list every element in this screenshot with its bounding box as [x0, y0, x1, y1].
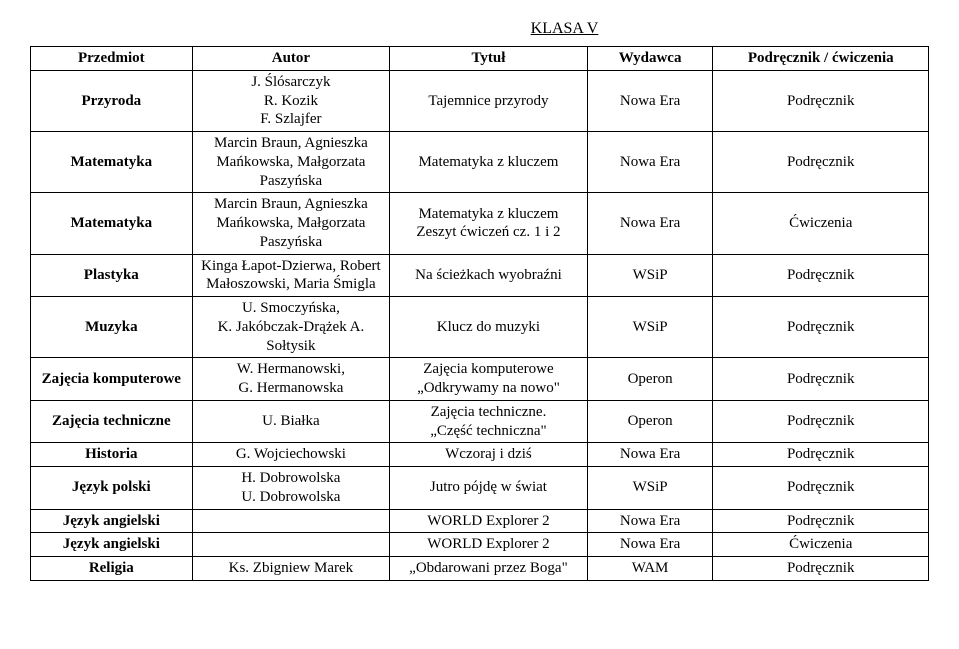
col-subject: Przedmiot — [31, 47, 193, 71]
cell-type: Podręcznik — [713, 557, 929, 581]
cell-title: Tajemnice przyrody — [390, 70, 588, 131]
table-row: PlastykaKinga Łapot-Dzierwa, Robert Mało… — [31, 254, 929, 297]
cell-type: Podręcznik — [713, 297, 929, 358]
col-author: Autor — [192, 47, 390, 71]
cell-type: Podręcznik — [713, 70, 929, 131]
cell-author — [192, 509, 390, 533]
cell-subject: Zajęcia komputerowe — [31, 358, 193, 401]
cell-author: U. Smoczyńska,K. Jakóbczak-Drążek A. Soł… — [192, 297, 390, 358]
cell-publisher: WSiP — [587, 297, 713, 358]
cell-publisher: Nowa Era — [587, 443, 713, 467]
table-row: HistoriaG. WojciechowskiWczoraj i dziśNo… — [31, 443, 929, 467]
cell-title: Zajęcia techniczne.„Część techniczna" — [390, 400, 588, 443]
cell-title: Klucz do muzyki — [390, 297, 588, 358]
cell-title: Matematyka z kluczemZeszyt ćwiczeń cz. 1… — [390, 193, 588, 254]
cell-author: Ks. Zbigniew Marek — [192, 557, 390, 581]
cell-title: Matematyka z kluczem — [390, 132, 588, 193]
cell-publisher: Operon — [587, 358, 713, 401]
cell-publisher: Operon — [587, 400, 713, 443]
cell-subject: Przyroda — [31, 70, 193, 131]
cell-subject: Historia — [31, 443, 193, 467]
cell-type: Podręcznik — [713, 400, 929, 443]
table-row: MuzykaU. Smoczyńska,K. Jakóbczak-Drążek … — [31, 297, 929, 358]
col-publisher: Wydawca — [587, 47, 713, 71]
cell-publisher: WAM — [587, 557, 713, 581]
table-row: Język angielski WORLD Explorer 2Nowa EraP… — [31, 509, 929, 533]
table-row: Język polskiH. DobrowolskaU. Dobrowolska… — [31, 467, 929, 510]
cell-publisher: Nowa Era — [587, 533, 713, 557]
cell-type: Podręcznik — [713, 254, 929, 297]
col-title: Tytuł — [390, 47, 588, 71]
cell-type: Podręcznik — [713, 509, 929, 533]
cell-author: Kinga Łapot-Dzierwa, Robert Małoszowski,… — [192, 254, 390, 297]
cell-publisher: WSiP — [587, 467, 713, 510]
cell-type: Ćwiczenia — [713, 533, 929, 557]
table-header-row: Przedmiot Autor Tytuł Wydawca Podręcznik… — [31, 47, 929, 71]
cell-title: Zajęcia komputerowe„Odkrywamy na nowo" — [390, 358, 588, 401]
cell-publisher: WSiP — [587, 254, 713, 297]
cell-subject: Język polski — [31, 467, 193, 510]
textbook-table: Przedmiot Autor Tytuł Wydawca Podręcznik… — [30, 46, 929, 581]
table-row: Zajęcia techniczneU. BiałkaZajęcia techn… — [31, 400, 929, 443]
cell-publisher: Nowa Era — [587, 132, 713, 193]
cell-author: G. Wojciechowski — [192, 443, 390, 467]
table-row: Zajęcia komputeroweW. Hermanowski,G. Her… — [31, 358, 929, 401]
cell-type: Ćwiczenia — [713, 193, 929, 254]
cell-subject: Matematyka — [31, 132, 193, 193]
cell-author: Marcin Braun, Agnieszka Mańkowska, Małgo… — [192, 132, 390, 193]
table-row: ReligiaKs. Zbigniew Marek„Obdarowani prz… — [31, 557, 929, 581]
table-row: Język angielski WORLD Explorer 2Nowa EraĆ… — [31, 533, 929, 557]
cell-title: Na ścieżkach wyobraźni — [390, 254, 588, 297]
cell-subject: Zajęcia techniczne — [31, 400, 193, 443]
cell-author: Marcin Braun, Agnieszka Mańkowska, Małgo… — [192, 193, 390, 254]
table-row: MatematykaMarcin Braun, Agnieszka Mańkow… — [31, 132, 929, 193]
cell-title: WORLD Explorer 2 — [390, 533, 588, 557]
cell-subject: Matematyka — [31, 193, 193, 254]
cell-author: U. Białka — [192, 400, 390, 443]
cell-title: „Obdarowani przez Boga" — [390, 557, 588, 581]
cell-subject: Religia — [31, 557, 193, 581]
cell-title: Jutro pójdę w świat — [390, 467, 588, 510]
cell-title: Wczoraj i dziś — [390, 443, 588, 467]
cell-publisher: Nowa Era — [587, 193, 713, 254]
cell-subject: Muzyka — [31, 297, 193, 358]
table-row: PrzyrodaJ. ŚlósarczykR. KozikF. Szlajfer… — [31, 70, 929, 131]
cell-author: W. Hermanowski,G. Hermanowska — [192, 358, 390, 401]
cell-type: Podręcznik — [713, 443, 929, 467]
cell-subject: Plastyka — [31, 254, 193, 297]
cell-subject: Język angielski — [31, 533, 193, 557]
cell-type: Podręcznik — [713, 132, 929, 193]
cell-author: H. DobrowolskaU. Dobrowolska — [192, 467, 390, 510]
page-title: KLASA V — [200, 20, 929, 38]
cell-author — [192, 533, 390, 557]
cell-publisher: Nowa Era — [587, 70, 713, 131]
cell-title: WORLD Explorer 2 — [390, 509, 588, 533]
cell-publisher: Nowa Era — [587, 509, 713, 533]
cell-type: Podręcznik — [713, 467, 929, 510]
table-row: MatematykaMarcin Braun, Agnieszka Mańkow… — [31, 193, 929, 254]
cell-author: J. ŚlósarczykR. KozikF. Szlajfer — [192, 70, 390, 131]
cell-subject: Język angielski — [31, 509, 193, 533]
col-type: Podręcznik / ćwiczenia — [713, 47, 929, 71]
cell-type: Podręcznik — [713, 358, 929, 401]
